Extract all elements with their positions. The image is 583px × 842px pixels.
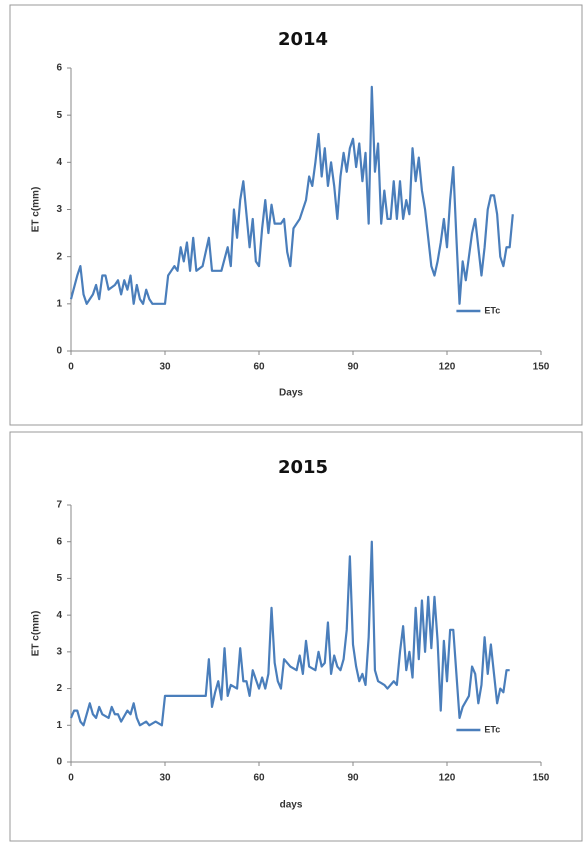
- x-tick-label: 150: [533, 362, 550, 373]
- x-tick-label: 150: [533, 773, 550, 784]
- y-tick-label: 0: [56, 346, 62, 357]
- y-tick-label: 2: [56, 251, 62, 262]
- chart-title: 2014: [278, 29, 328, 50]
- x-tick-label: 120: [439, 362, 456, 373]
- y-tick-label: 4: [56, 157, 62, 168]
- y-tick-label: 1: [56, 298, 62, 309]
- x-tick-label: 90: [347, 362, 359, 373]
- y-tick-label: 3: [56, 204, 62, 215]
- x-tick-label: 0: [68, 362, 74, 373]
- x-axis-title: days: [280, 800, 303, 811]
- x-tick-label: 60: [253, 773, 265, 784]
- y-tick-label: 7: [56, 500, 62, 511]
- x-tick-label: 120: [439, 773, 456, 784]
- x-tick-label: 30: [159, 773, 171, 784]
- y-tick-label: 3: [56, 646, 62, 657]
- legend-label: ETc: [484, 305, 500, 315]
- x-tick-label: 0: [68, 773, 74, 784]
- panel-frame: [9, 431, 583, 842]
- chart-title: 2015: [278, 457, 328, 478]
- legend-label: ETc: [484, 724, 500, 734]
- y-tick-label: 2: [56, 683, 62, 694]
- y-tick-label: 1: [56, 720, 62, 731]
- x-tick-label: 60: [253, 362, 265, 373]
- y-tick-label: 6: [56, 536, 62, 547]
- y-tick-label: 5: [56, 573, 62, 584]
- y-tick-label: 6: [56, 63, 62, 74]
- data-line: [69, 85, 514, 305]
- y-tick-label: 5: [56, 110, 62, 121]
- data-line: [69, 540, 510, 727]
- x-tick-label: 90: [347, 773, 359, 784]
- y-axis-title: ET c(mm): [31, 611, 42, 657]
- x-tick-label: 30: [159, 362, 171, 373]
- y-tick-label: 0: [56, 757, 62, 768]
- y-axis-title: ET c(mm): [31, 187, 42, 233]
- x-axis-title: Days: [279, 388, 303, 399]
- panel-frame: [9, 4, 583, 426]
- y-tick-label: 4: [56, 610, 62, 621]
